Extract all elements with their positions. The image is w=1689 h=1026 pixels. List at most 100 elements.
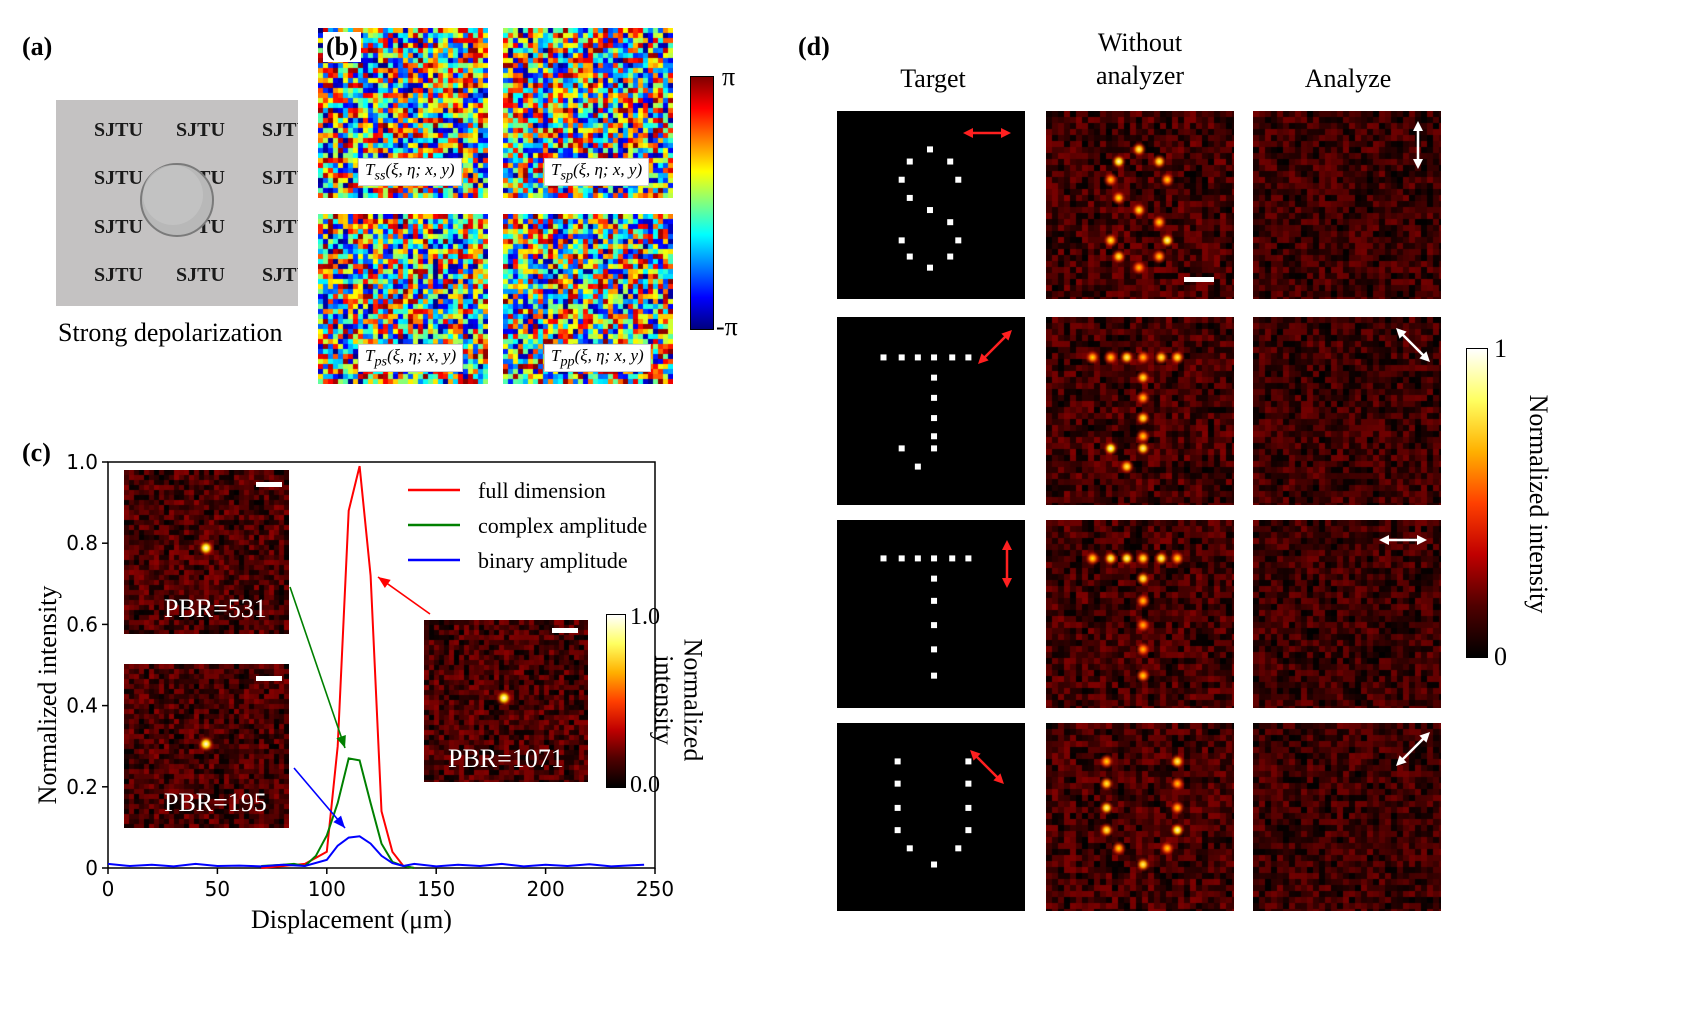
target-image-s bbox=[837, 111, 1025, 299]
watermark-text: SJTU bbox=[94, 216, 143, 238]
target-image-u bbox=[837, 723, 1025, 911]
target-dot bbox=[898, 237, 905, 244]
annotation-arrow-head bbox=[378, 577, 391, 589]
matrix-label-pp: Tpp(ξ, η; x, y) bbox=[544, 344, 651, 373]
without-analyzer-image bbox=[1046, 317, 1234, 505]
watermark-text: SJTU bbox=[94, 167, 143, 189]
target-dot bbox=[947, 219, 954, 226]
watermark-text: SJTU bbox=[262, 167, 298, 189]
target-dot bbox=[947, 253, 954, 260]
watermark-text: SJTU bbox=[94, 264, 143, 286]
target-dot bbox=[931, 555, 938, 562]
inset-psf-binary: PBR=195 bbox=[124, 664, 289, 828]
phase-colorbar-min: -π bbox=[716, 312, 738, 341]
target-dot bbox=[926, 146, 933, 153]
without-analyzer-canvas bbox=[1046, 111, 1234, 299]
target-dot bbox=[949, 555, 956, 562]
panel-a-label: (a) bbox=[22, 32, 53, 61]
intensity-colorbar bbox=[1466, 348, 1488, 658]
target-dot bbox=[965, 827, 972, 834]
watermark-text: SJTU bbox=[94, 119, 143, 141]
pbr-label: PBR=195 bbox=[164, 788, 267, 817]
column-header-without-analyzer: Without analyzer bbox=[1095, 28, 1185, 90]
target-dot bbox=[931, 622, 938, 629]
target-dot bbox=[931, 433, 938, 440]
polarization-arrow-icon bbox=[970, 750, 1004, 784]
target-dot bbox=[906, 845, 913, 852]
x-axis-label: Displacement (μm) bbox=[251, 905, 452, 934]
y-tick-label: 0.4 bbox=[66, 694, 98, 718]
analyzer-image bbox=[1253, 723, 1441, 911]
watermark-text: SJTU bbox=[176, 264, 225, 286]
target-dot bbox=[931, 415, 938, 422]
target-dot bbox=[965, 804, 972, 811]
target-dot bbox=[965, 555, 972, 562]
legend-label: complex amplitude bbox=[478, 513, 647, 538]
panel-b-label: (b) bbox=[323, 32, 361, 62]
annotation-arrow-head bbox=[336, 735, 346, 748]
matrix-label-ps: Tps(ξ, η; x, y) bbox=[358, 344, 464, 373]
analyzer-canvas bbox=[1253, 111, 1441, 299]
polarization-arrow-icon bbox=[963, 128, 1011, 138]
target-dot bbox=[894, 827, 901, 834]
pbr-label: PBR=1071 bbox=[448, 744, 564, 773]
intensity-colorbar-title: Normalized intensity bbox=[1524, 394, 1553, 614]
analyzer-canvas bbox=[1253, 520, 1441, 708]
scale-bar bbox=[256, 676, 282, 681]
polarization-arrow-icon bbox=[978, 330, 1012, 364]
target-dot bbox=[898, 176, 905, 183]
scale-bar bbox=[256, 482, 282, 487]
series-line-complex-amplitude bbox=[261, 757, 415, 869]
inset-psf-complex: PBR=531 bbox=[124, 470, 289, 634]
chart-frame bbox=[107, 461, 656, 869]
target-dot bbox=[926, 207, 933, 214]
target-dot bbox=[898, 354, 905, 361]
scale-bar bbox=[552, 628, 578, 633]
target-dot bbox=[880, 555, 887, 562]
inset-colorbar-title: Normalized intensity bbox=[650, 638, 708, 762]
y-tick-label: 0 bbox=[85, 856, 98, 880]
legend-label: binary amplitude bbox=[478, 548, 628, 573]
target-dot bbox=[926, 264, 933, 271]
analyzer-canvas bbox=[1253, 317, 1441, 505]
without-analyzer-canvas bbox=[1046, 723, 1234, 911]
target-dot bbox=[931, 354, 938, 361]
y-axis-label: Normalized intensity bbox=[33, 586, 62, 805]
without-analyzer-canvas bbox=[1046, 520, 1234, 708]
series-line-full-dimension bbox=[261, 465, 415, 869]
target-dot bbox=[949, 354, 956, 361]
target-dot bbox=[898, 445, 905, 452]
polarization-arrow-icon bbox=[1379, 535, 1427, 545]
target-dot bbox=[955, 176, 962, 183]
target-dot bbox=[894, 780, 901, 787]
annotation-arrow bbox=[289, 586, 346, 749]
polarization-arrow-icon bbox=[1396, 732, 1430, 766]
legend-label: full dimension bbox=[478, 478, 606, 503]
watermark-text: SJTU bbox=[262, 216, 298, 238]
pbr-label: PBR=531 bbox=[164, 594, 267, 623]
polarization-arrow-icon bbox=[1396, 328, 1430, 362]
target-dot bbox=[894, 758, 901, 765]
inset-colorbar-max: 1.0 bbox=[630, 604, 660, 630]
target-dot bbox=[931, 445, 938, 452]
target-dot bbox=[931, 374, 938, 381]
x-tick-label: 200 bbox=[527, 877, 565, 901]
target-dot bbox=[931, 575, 938, 582]
analyzer-image bbox=[1253, 111, 1441, 299]
inset-colorbar-min: 0.0 bbox=[630, 772, 660, 798]
inset-psf-full-image bbox=[424, 620, 588, 782]
watermark-text: SJTU bbox=[262, 119, 298, 141]
target-dot bbox=[931, 646, 938, 653]
target-dot bbox=[914, 555, 921, 562]
analyzer-image bbox=[1253, 520, 1441, 708]
y-tick-label: 0.2 bbox=[66, 775, 98, 799]
inset-psf-full: PBR=1071 bbox=[424, 620, 588, 782]
target-dot bbox=[965, 354, 972, 361]
watermark-text: SJTU bbox=[262, 264, 298, 286]
inset-psf-complex-image bbox=[124, 470, 289, 634]
analyzer-image bbox=[1253, 317, 1441, 505]
panel-c-label: (c) bbox=[22, 438, 51, 467]
phase-matrix-grid bbox=[318, 28, 673, 384]
without-analyzer-image bbox=[1046, 520, 1234, 708]
phase-colorbar-max: π bbox=[722, 62, 736, 91]
